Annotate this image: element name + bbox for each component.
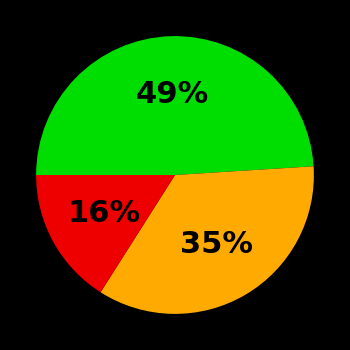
Wedge shape	[36, 175, 175, 292]
Text: 35%: 35%	[180, 230, 252, 259]
Wedge shape	[36, 36, 314, 175]
Wedge shape	[100, 166, 314, 314]
Text: 16%: 16%	[68, 199, 141, 228]
Text: 49%: 49%	[136, 80, 209, 109]
